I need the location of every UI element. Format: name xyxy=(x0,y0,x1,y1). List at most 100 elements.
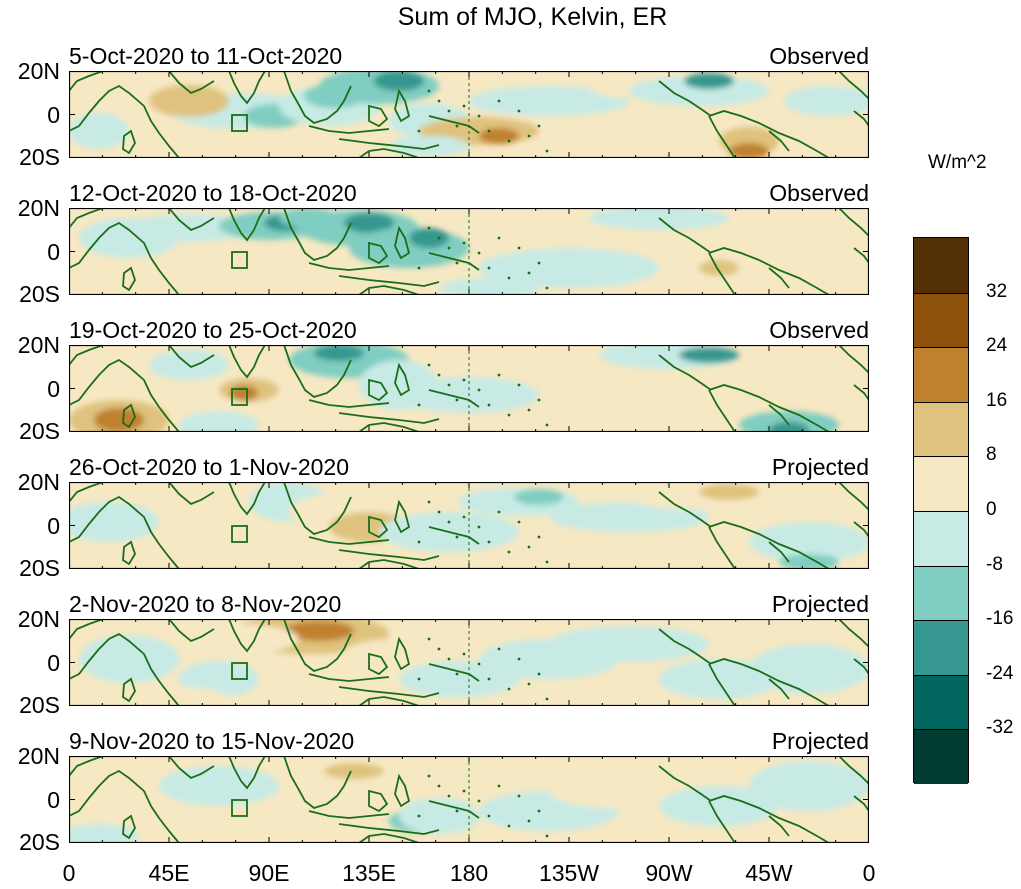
coastline xyxy=(358,285,420,295)
latitude-label: 0 xyxy=(47,513,60,539)
latitude-label: 20S xyxy=(19,281,60,307)
panel-border xyxy=(69,619,869,706)
coastline xyxy=(368,515,389,539)
map-panel xyxy=(69,71,869,158)
coastline xyxy=(428,252,480,271)
anomaly-contour xyxy=(479,345,619,369)
anomaly-contour xyxy=(729,143,769,158)
region-box xyxy=(231,662,248,680)
latitude-label: 0 xyxy=(47,376,60,402)
region-box xyxy=(231,799,248,817)
coastline xyxy=(658,491,712,528)
island xyxy=(437,647,441,651)
anomaly-contour xyxy=(314,345,364,361)
anomaly-map xyxy=(69,208,869,295)
anomaly-contour xyxy=(559,397,699,432)
coastline xyxy=(768,267,790,289)
latitude-label: 20N xyxy=(17,58,60,84)
anomaly-contour xyxy=(479,220,619,256)
region-box xyxy=(231,251,248,269)
anomaly-contour xyxy=(479,248,659,288)
anomaly-contour xyxy=(749,644,869,694)
coastline xyxy=(428,526,480,545)
panel-border xyxy=(69,756,869,843)
coastline xyxy=(368,378,389,402)
island xyxy=(507,413,511,417)
island xyxy=(417,266,421,270)
anomaly-map xyxy=(69,756,869,843)
coastline xyxy=(658,217,712,254)
panel-status: Projected xyxy=(771,591,869,617)
coastline xyxy=(338,412,440,424)
island xyxy=(537,535,541,539)
anomaly-map xyxy=(69,619,869,706)
coastline xyxy=(658,628,712,665)
coastline xyxy=(283,756,352,809)
anomaly-contour xyxy=(349,228,469,268)
latitude-label: 0 xyxy=(47,239,60,265)
island xyxy=(517,383,521,387)
anomaly-contour xyxy=(684,73,734,89)
island xyxy=(477,114,481,118)
panel-title: 9-Nov-2020 to 15-Nov-2020 xyxy=(69,728,355,754)
island xyxy=(537,398,541,402)
island xyxy=(497,99,501,103)
anomaly-contour xyxy=(389,136,469,156)
island xyxy=(537,809,541,813)
panel-title: 19-Oct-2020 to 25-Oct-2020 xyxy=(69,317,357,343)
coastline xyxy=(308,399,390,408)
coastline xyxy=(283,619,352,672)
coastline xyxy=(394,225,411,260)
island xyxy=(437,373,441,377)
anomaly-contour xyxy=(439,278,539,295)
coastline xyxy=(768,404,790,426)
coastline xyxy=(394,88,411,123)
island xyxy=(455,672,459,676)
latitude-label: 20N xyxy=(17,606,60,632)
latitude-label: 0 xyxy=(47,102,60,128)
anomaly-contour xyxy=(159,766,279,806)
region-box xyxy=(231,388,248,406)
coastline xyxy=(168,208,215,232)
coastline xyxy=(283,208,352,261)
island xyxy=(447,383,451,387)
panel-title: 12-Oct-2020 to 18-Oct-2020 xyxy=(69,180,357,206)
coastline xyxy=(394,636,411,671)
anomaly-contour xyxy=(129,687,229,706)
coastline xyxy=(428,800,480,819)
anomaly-contour xyxy=(79,218,179,258)
island xyxy=(417,814,421,818)
latitude-label: 20N xyxy=(17,195,60,221)
coastline xyxy=(658,354,712,391)
anomaly-contour xyxy=(69,113,129,149)
longitude-label: 135E xyxy=(342,860,396,886)
longitude-label: 0 xyxy=(862,860,876,886)
anomaly-contour xyxy=(399,661,519,697)
island xyxy=(497,647,501,651)
longitude-label: 90W xyxy=(645,860,693,886)
panel-status: Observed xyxy=(769,317,869,343)
anomaly-contour xyxy=(109,538,229,566)
coastline xyxy=(768,130,790,152)
colorbar-swatch xyxy=(914,292,968,348)
island xyxy=(507,550,511,554)
anomaly-contour xyxy=(699,484,759,500)
panel-title: 5-Oct-2020 to 11-Oct-2020 xyxy=(69,43,343,69)
map-panel xyxy=(69,619,869,706)
coastline xyxy=(428,115,480,134)
coastline xyxy=(428,389,480,408)
island xyxy=(427,363,431,367)
island xyxy=(527,545,531,549)
coastline xyxy=(708,384,830,432)
coastline xyxy=(122,540,136,566)
island xyxy=(447,109,451,113)
island xyxy=(507,139,511,143)
anomaly-contour xyxy=(749,522,869,562)
island xyxy=(517,794,521,798)
coastline xyxy=(69,619,104,640)
island xyxy=(417,129,421,133)
coastline xyxy=(168,345,215,369)
island xyxy=(417,403,421,407)
island xyxy=(545,834,549,838)
coastline xyxy=(168,482,215,506)
